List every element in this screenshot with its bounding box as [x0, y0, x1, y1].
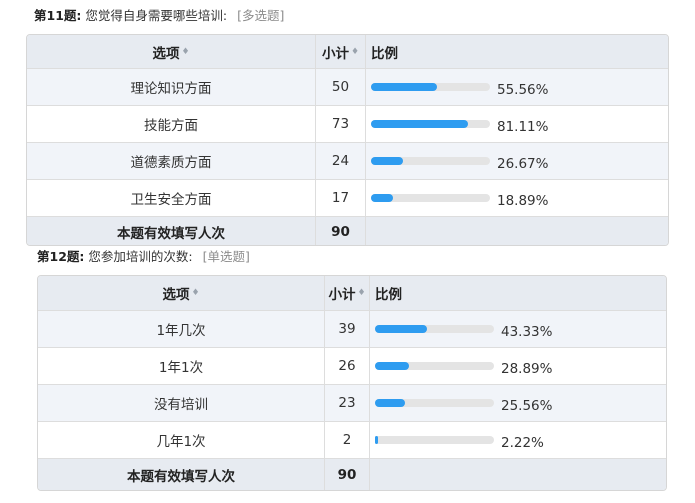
count-value: 2	[325, 422, 370, 458]
column-header-option[interactable]: 选项 ♦	[38, 276, 325, 310]
table-row: 几年1次 2 2.22%	[38, 422, 666, 459]
column-header-count[interactable]: 小计 ♦	[325, 276, 370, 310]
table-row: 1年几次 39 43.33%	[38, 311, 666, 348]
progress-bar	[371, 83, 490, 91]
table-row: 没有培训 23 25.56%	[38, 385, 666, 422]
percent-label: 81.11%	[497, 119, 549, 135]
table-header-row: 选项 ♦ 小计 ♦ 比例	[38, 276, 666, 311]
column-header-label: 小计	[328, 287, 356, 303]
table-footer-row: 本题有效填写人次 90	[27, 217, 668, 245]
count-value: 17	[316, 180, 366, 216]
progress-bar-fill	[375, 325, 427, 333]
column-header-ratio: 比例	[366, 35, 398, 68]
count-value: 26	[325, 348, 370, 384]
question-text: 您觉得自身需要哪些培训:	[85, 8, 228, 23]
progress-bar	[371, 194, 490, 202]
count-value: 24	[316, 143, 366, 179]
progress-bar	[375, 436, 494, 444]
percent-label: 28.89%	[501, 361, 553, 377]
option-label: 1年1次	[38, 348, 325, 384]
sort-icon[interactable]: ♦	[191, 288, 200, 298]
progress-bar-fill	[371, 194, 393, 202]
progress-bar-fill	[371, 120, 468, 128]
progress-bar-fill	[375, 436, 378, 444]
progress-bar	[371, 120, 490, 128]
option-label: 没有培训	[38, 385, 325, 421]
option-label: 1年几次	[38, 311, 325, 347]
ratio-cell: 81.11%	[366, 106, 548, 142]
table-row: 卫生安全方面 17 18.89%	[27, 180, 668, 217]
column-header-label: 选项	[152, 45, 180, 62]
column-header-label: 小计	[321, 45, 349, 62]
ratio-cell: 43.33%	[370, 311, 552, 347]
progress-bar-fill	[371, 157, 403, 165]
progress-bar-fill	[375, 362, 409, 370]
percent-label: 25.56%	[501, 398, 553, 414]
column-header-count[interactable]: 小计 ♦	[316, 35, 366, 68]
ratio-cell: 55.56%	[366, 69, 548, 105]
percent-label: 2.22%	[501, 435, 544, 451]
option-label: 理论知识方面	[27, 69, 316, 105]
progress-bar	[371, 157, 490, 165]
question-text: 您参加培训的次数:	[88, 249, 193, 264]
q11-results-table: 选项 ♦ 小计 ♦ 比例 理论知识方面 50 55.56% 技能方面 73 81.11% 道德素质方面…	[26, 34, 669, 246]
total-label: 本题有效填写人次	[38, 459, 325, 490]
count-value: 73	[316, 106, 366, 142]
sort-icon[interactable]: ♦	[181, 46, 190, 57]
progress-bar-fill	[371, 83, 437, 91]
option-label: 道德素质方面	[27, 143, 316, 179]
table-row: 道德素质方面 24 26.67%	[27, 143, 668, 180]
column-header-option[interactable]: 选项 ♦	[27, 35, 316, 68]
question-number: 第12题:	[37, 249, 85, 264]
progress-bar	[375, 325, 494, 333]
table-header-row: 选项 ♦ 小计 ♦ 比例	[27, 35, 668, 69]
question-type: [单选题]	[202, 249, 250, 264]
sort-icon[interactable]: ♦	[350, 46, 360, 57]
option-label: 技能方面	[27, 106, 316, 142]
count-value: 39	[325, 311, 370, 347]
table-footer-row: 本题有效填写人次 90	[38, 459, 666, 490]
percent-label: 26.67%	[497, 156, 549, 172]
question-number: 第11题:	[34, 8, 82, 23]
sort-icon[interactable]: ♦	[357, 288, 366, 298]
table-row: 理论知识方面 50 55.56%	[27, 69, 668, 106]
total-count: 90	[316, 217, 366, 245]
ratio-cell: 26.67%	[366, 143, 548, 179]
total-label: 本题有效填写人次	[27, 217, 316, 245]
question-12-title: 第12题: 您参加培训的次数: [单选题]	[37, 249, 250, 265]
progress-bar	[375, 399, 494, 407]
question-type: [多选题]	[237, 8, 285, 23]
ratio-cell: 18.89%	[366, 180, 548, 216]
footer-empty-cell	[370, 459, 375, 490]
count-value: 50	[316, 69, 366, 105]
progress-bar	[375, 362, 494, 370]
percent-label: 55.56%	[497, 82, 549, 98]
ratio-cell: 28.89%	[370, 348, 552, 384]
question-11-title: 第11题: 您觉得自身需要哪些培训: [多选题]	[34, 8, 284, 24]
count-value: 23	[325, 385, 370, 421]
q12-results-table: 选项 ♦ 小计 ♦ 比例 1年几次 39 43.33% 1年1次 26 28.89% 没有培训 23 25…	[37, 275, 667, 491]
total-count: 90	[325, 459, 370, 490]
table-row: 技能方面 73 81.11%	[27, 106, 668, 143]
column-header-label: 比例	[371, 45, 398, 62]
ratio-cell: 25.56%	[370, 385, 552, 421]
column-header-label: 比例	[375, 287, 402, 303]
percent-label: 18.89%	[497, 193, 549, 209]
option-label: 几年1次	[38, 422, 325, 458]
option-label: 卫生安全方面	[27, 180, 316, 216]
column-header-ratio: 比例	[370, 276, 402, 310]
footer-empty-cell	[366, 217, 371, 245]
ratio-cell: 2.22%	[370, 422, 544, 458]
progress-bar-fill	[375, 399, 405, 407]
table-row: 1年1次 26 28.89%	[38, 348, 666, 385]
column-header-label: 选项	[162, 287, 190, 303]
percent-label: 43.33%	[501, 324, 553, 340]
